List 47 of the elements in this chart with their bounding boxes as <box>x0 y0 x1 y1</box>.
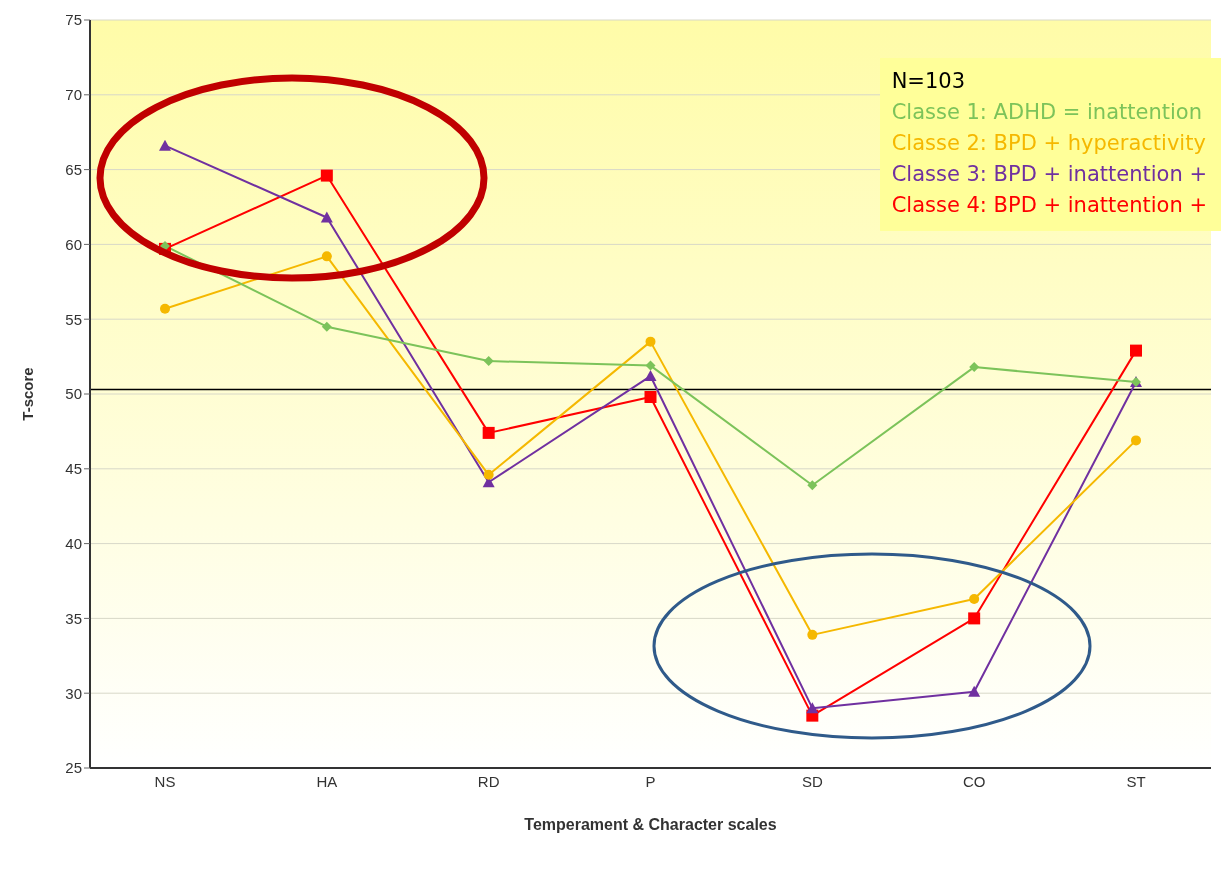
y-tick-label: 70 <box>65 86 82 104</box>
point <box>969 593 980 604</box>
x-tick-label: NS <box>154 772 176 790</box>
point <box>1130 344 1142 357</box>
point <box>160 303 170 314</box>
point <box>159 139 171 151</box>
point <box>321 251 332 262</box>
y-tick-label: 50 <box>65 385 82 403</box>
y-tick-label: 65 <box>65 160 82 178</box>
y-tick-label: 30 <box>65 684 82 702</box>
x-tick-label: P <box>645 772 656 790</box>
text: Classe 4: BPD + inattention + <box>891 192 1207 219</box>
annotation: N=103 <box>891 68 967 95</box>
y-tick-label: 25 <box>65 759 82 777</box>
point <box>483 469 494 480</box>
point <box>644 390 657 403</box>
point <box>320 169 333 182</box>
x-axis-title: Temperament & Character scales <box>524 816 777 833</box>
x-tick-label: SD <box>801 772 823 790</box>
point <box>482 426 495 439</box>
point <box>644 370 657 382</box>
x-tick-label: RD <box>477 772 500 790</box>
point <box>483 356 494 367</box>
y-tick-label: 75 <box>65 11 82 29</box>
text: Classe 2: BPD + hyperactivity <box>891 130 1207 157</box>
point <box>807 629 818 640</box>
point <box>806 702 819 714</box>
point <box>1131 435 1141 446</box>
point <box>321 321 332 332</box>
y-tick-label: 45 <box>65 460 82 478</box>
x-tick-label: HA <box>316 772 338 790</box>
point <box>968 612 981 625</box>
point <box>807 480 818 491</box>
point <box>968 685 981 697</box>
y-tick-label: 35 <box>65 609 82 627</box>
y-axis-title: T-score <box>19 367 37 421</box>
point <box>969 362 980 373</box>
point <box>645 336 656 347</box>
y-tick-label: 40 <box>65 534 82 552</box>
x-tick-label: ST <box>1126 772 1146 790</box>
y-tick-label: 60 <box>65 235 82 253</box>
x-tick-label: CO <box>962 772 986 790</box>
point <box>645 360 656 371</box>
text: Classe 1: ADHD = inattention <box>891 99 1203 126</box>
y-tick-label: 55 <box>65 310 82 328</box>
point <box>320 211 333 223</box>
text: Classe 3: BPD + inattention + <box>891 161 1207 188</box>
